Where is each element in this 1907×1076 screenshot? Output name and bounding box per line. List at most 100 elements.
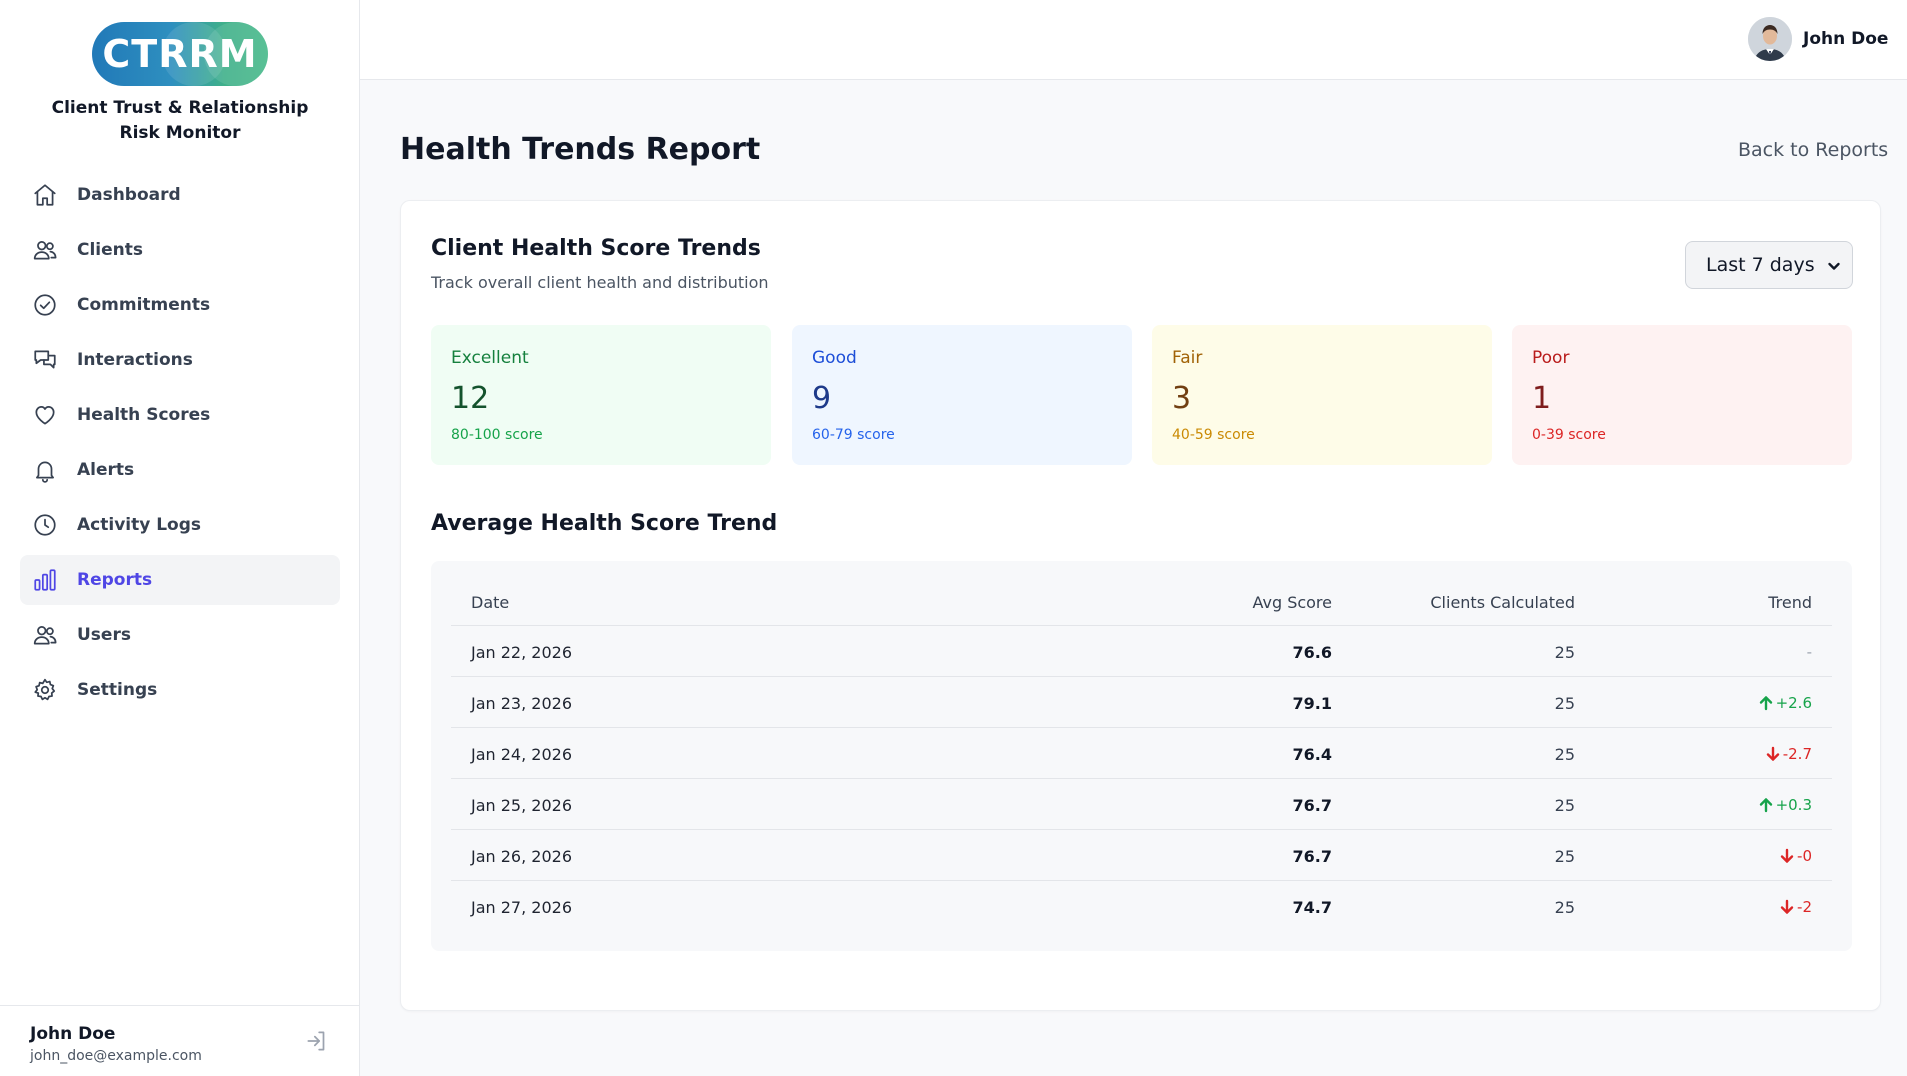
table-row: Jan 25, 2026 76.7 25 +0.3	[451, 779, 1832, 830]
app-logo[interactable]: CTRRM	[92, 22, 268, 86]
bell-icon	[36, 461, 54, 483]
stat-range: 80-100 score	[451, 427, 543, 443]
logo-text: CTRRM	[102, 32, 258, 76]
logout-button[interactable]	[304, 1028, 330, 1054]
trend-value: +0.3	[1775, 796, 1812, 814]
cell-avg-score: 76.7	[1292, 796, 1332, 815]
cell-avg-score: 76.7	[1292, 847, 1332, 866]
chat-bubbles-icon	[34, 350, 56, 369]
stat-label: Good	[812, 348, 857, 368]
header-date: Date	[471, 593, 510, 612]
user-photo-icon	[1748, 17, 1792, 61]
trend-value: -	[1806, 643, 1812, 661]
cell-clients-calculated: 25	[1554, 847, 1575, 866]
bar-chart-icon	[34, 569, 56, 591]
stat-value: 9	[812, 381, 832, 416]
page-title: Health Trends Report	[400, 132, 761, 167]
arrow-up-icon	[1759, 798, 1772, 813]
top-bar: John Doe	[360, 0, 1907, 80]
sidebar-item-label: Interactions	[77, 350, 193, 370]
sidebar-user-email: john_doe@example.com	[30, 1048, 202, 1064]
clock-icon	[34, 514, 56, 536]
sidebar-nav: Dashboard Clients Commitments Interactio…	[20, 170, 340, 720]
sidebar-item-commitments[interactable]: Commitments	[20, 280, 340, 330]
sidebar-item-dashboard[interactable]: Dashboard	[20, 170, 340, 220]
health-trends-card: Client Health Score Trends Track overall…	[400, 200, 1881, 1011]
arrow-down-icon	[1766, 746, 1779, 761]
cell-clients-calculated: 25	[1554, 643, 1575, 662]
avatar[interactable]	[1748, 17, 1792, 61]
sidebar-item-activity-logs[interactable]: Activity Logs	[20, 500, 340, 550]
sidebar-item-settings[interactable]: Settings	[20, 665, 340, 715]
card-subtitle: Track overall client health and distribu…	[431, 273, 769, 292]
gear-icon	[34, 678, 56, 701]
section-title: Average Health Score Trend	[431, 511, 778, 536]
cell-trend: -	[1807, 643, 1812, 661]
stat-value: 1	[1532, 381, 1552, 416]
sidebar-user-name: John Doe	[30, 1024, 116, 1044]
table-header: Date Avg Score Clients Calculated Trend	[451, 561, 1832, 626]
cell-date: Jan 25, 2026	[471, 796, 572, 815]
stat-label: Poor	[1532, 348, 1570, 368]
table-row: Jan 23, 2026 79.1 25 +2.6	[451, 677, 1832, 728]
cell-date: Jan 22, 2026	[471, 643, 572, 662]
stat-range: 0-39 score	[1532, 427, 1606, 443]
cell-trend: -2	[1779, 898, 1812, 916]
cell-date: Jan 27, 2026	[471, 898, 572, 917]
sidebar-item-health-scores[interactable]: Health Scores	[20, 390, 340, 440]
trend-value: -2	[1797, 898, 1812, 916]
sidebar-item-label: Users	[77, 625, 131, 645]
check-circle-icon	[34, 294, 56, 316]
sidebar-item-label: Settings	[77, 680, 158, 700]
stat-card-excellent: Excellent 12 80-100 score	[431, 325, 771, 465]
date-range-select[interactable]: Last 7 days	[1685, 241, 1853, 289]
stat-value: 3	[1172, 381, 1192, 416]
table-row: Jan 24, 2026 76.4 25 -2.7	[451, 728, 1832, 779]
arrow-up-icon	[1759, 696, 1772, 711]
header-clients-calculated: Clients Calculated	[1430, 593, 1575, 612]
cell-clients-calculated: 25	[1554, 745, 1575, 764]
sidebar-item-alerts[interactable]: Alerts	[20, 445, 340, 495]
cell-clients-calculated: 25	[1554, 694, 1575, 713]
chevron-down-icon	[1826, 258, 1842, 274]
cell-avg-score: 76.4	[1292, 745, 1332, 764]
back-to-reports-link[interactable]: Back to Reports	[1738, 139, 1889, 161]
header-trend: Trend	[1768, 593, 1812, 612]
sidebar-item-label: Activity Logs	[77, 515, 202, 535]
topbar-user-name[interactable]: John Doe	[1803, 29, 1889, 49]
stat-card-fair: Fair 3 40-59 score	[1152, 325, 1492, 465]
sidebar-item-users[interactable]: Users	[20, 610, 340, 660]
heart-icon	[35, 406, 55, 425]
sidebar-item-label: Alerts	[77, 460, 135, 480]
trend-value: -2.7	[1782, 745, 1812, 763]
cell-avg-score: 74.7	[1292, 898, 1332, 917]
sidebar-item-clients[interactable]: Clients	[20, 225, 340, 275]
header-avg-score: Avg Score	[1252, 593, 1332, 612]
sidebar-item-label: Clients	[77, 240, 144, 260]
home-icon	[34, 184, 56, 206]
table-body: Jan 22, 2026 76.6 25 - Jan 23, 2026 79.1 25 +2.…	[451, 626, 1832, 932]
users-icon	[33, 626, 57, 645]
cell-date: Jan 26, 2026	[471, 847, 572, 866]
logo-container: CTRRM	[0, 22, 360, 90]
table-row: Jan 26, 2026 76.7 25 -0	[451, 830, 1832, 881]
sidebar-item-interactions[interactable]: Interactions	[20, 335, 340, 385]
sidebar: CTRRM Client Trust & Relationship Risk M…	[0, 0, 360, 1076]
sidebar-item-label: Reports	[77, 570, 153, 590]
stat-range: 40-59 score	[1172, 427, 1255, 443]
sidebar-item-label: Commitments	[77, 295, 211, 315]
sidebar-user-panel: John Doe john_doe@example.com	[0, 1005, 360, 1076]
cell-trend: -0	[1779, 847, 1812, 865]
sidebar-item-reports[interactable]: Reports	[20, 555, 340, 605]
arrow-down-icon	[1780, 848, 1794, 863]
cell-avg-score: 79.1	[1292, 694, 1332, 713]
cell-avg-score: 76.6	[1292, 643, 1332, 662]
stat-card-poor: Poor 1 0-39 score	[1512, 325, 1852, 465]
users-icon	[33, 241, 57, 260]
cell-date: Jan 23, 2026	[471, 694, 572, 713]
stat-value: 12	[451, 381, 490, 416]
cell-trend: +0.3	[1758, 796, 1812, 814]
stat-label: Excellent	[451, 348, 529, 368]
table-row: Jan 27, 2026 74.7 25 -2	[451, 881, 1832, 932]
cell-trend: +2.6	[1758, 694, 1812, 712]
